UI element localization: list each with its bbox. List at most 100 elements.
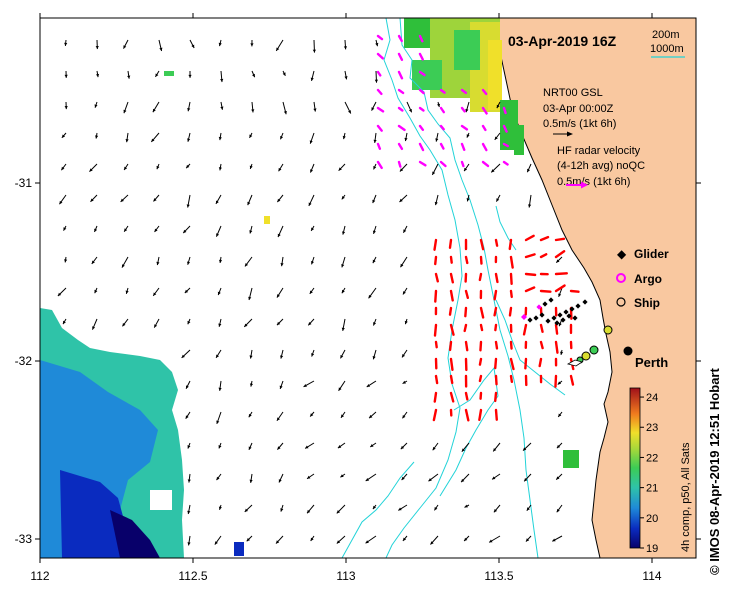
radar-vector <box>496 410 497 420</box>
glider-legend-label: Glider <box>634 247 669 261</box>
radar-vector <box>378 108 383 111</box>
glider-position <box>572 315 577 320</box>
radar-vector <box>511 291 512 297</box>
model-vector-head <box>96 46 99 49</box>
radar-vector <box>504 162 508 164</box>
radar-vector <box>451 274 453 282</box>
radar-vector <box>420 108 423 111</box>
radar-vector <box>495 359 496 368</box>
radar-vector <box>495 308 496 315</box>
radar-vector <box>556 325 557 334</box>
glider-position <box>557 312 562 317</box>
radar-vector <box>556 273 567 274</box>
radar-vector <box>450 308 451 315</box>
radar-vector <box>435 257 436 264</box>
radar-vector <box>399 108 402 111</box>
radar-vector <box>462 126 467 129</box>
radar-vector <box>399 144 402 149</box>
radar-vector <box>450 342 451 350</box>
radar-vector <box>420 162 425 165</box>
radar-vector <box>435 393 436 402</box>
radar-vector <box>556 286 565 291</box>
model-vector-head <box>218 324 221 327</box>
colorbar-tick-label: 23 <box>646 422 658 434</box>
radar-vector <box>378 162 382 168</box>
x-tick-label: 114 <box>642 569 661 583</box>
radar-vector <box>462 108 465 111</box>
model-vector-head <box>344 46 347 49</box>
radar-vector <box>541 342 543 348</box>
colorbar <box>630 388 640 548</box>
colorbar-tick-label: 20 <box>646 513 658 525</box>
radar-vector <box>555 376 556 387</box>
radar-vector <box>451 393 453 401</box>
radar-vector <box>436 342 437 347</box>
radar-vector <box>480 342 481 350</box>
radar-vector <box>480 359 481 365</box>
radar-vector <box>378 36 382 39</box>
radar-vector <box>525 359 526 368</box>
radar-vector <box>511 257 513 268</box>
y-tick-label: -32 <box>15 354 33 368</box>
radar-vector <box>496 376 497 384</box>
depth-legend-200m: 200m <box>652 29 680 41</box>
radar-vector <box>465 308 466 316</box>
radar-vector <box>496 240 497 246</box>
radar-vector <box>399 54 402 60</box>
radar-vector <box>541 237 548 240</box>
radar-vector <box>451 376 452 383</box>
radar-vector <box>451 291 453 300</box>
radar-vector <box>399 162 400 167</box>
radar-vector <box>466 393 467 399</box>
model-vector-head <box>220 79 223 82</box>
model-vector-head <box>251 109 254 112</box>
radar-vector <box>495 291 496 299</box>
radar-vector <box>378 72 380 75</box>
radar-vector <box>495 393 496 401</box>
glider-legend-icon: ◆ <box>617 247 627 261</box>
radar-vector <box>378 90 381 94</box>
radar-vector <box>556 239 564 240</box>
model-vector-head <box>65 106 68 109</box>
radar-vector <box>378 144 380 149</box>
radar-vector <box>526 274 535 275</box>
radar-vector <box>399 126 404 130</box>
glider-track <box>521 297 588 325</box>
radar-vector <box>540 359 541 366</box>
radar-vector <box>511 274 512 284</box>
model-vector-head <box>313 50 316 53</box>
radar-vector <box>571 376 573 385</box>
radar-vector <box>556 251 564 257</box>
model-vector-head <box>375 80 378 83</box>
radar-vector <box>441 108 444 112</box>
y-tick-label: -31 <box>15 176 33 190</box>
x-tick-label: 113.5 <box>484 569 513 583</box>
model-vector-head <box>64 43 67 46</box>
radar-vector <box>466 342 467 350</box>
radar-vector <box>435 240 436 250</box>
model-vector-head <box>65 75 68 78</box>
radar-vector <box>495 325 496 330</box>
radar-vector <box>511 376 512 382</box>
x-tick-label: 113 <box>336 569 355 583</box>
glider-position <box>533 315 538 320</box>
radar-scale-label: 0.5m/s (1kt 6h) <box>557 176 630 188</box>
radar-vector <box>451 359 452 370</box>
radar-vector <box>510 240 511 249</box>
radar-vector <box>481 325 482 330</box>
y-tick-label: -33 <box>15 532 33 546</box>
model-scale-label: 0.5m/s (1kt 6h) <box>543 118 616 130</box>
radar-vector <box>483 126 485 130</box>
model-vector-head <box>159 48 162 51</box>
glider-position <box>575 303 580 308</box>
radar-vector <box>496 274 497 282</box>
depth-legend-1000m: 1000m <box>650 43 684 55</box>
colorbar-tick-label: 22 <box>646 452 658 464</box>
radar-vector <box>496 342 497 348</box>
radar-vector <box>420 54 423 59</box>
ship-marker <box>590 346 598 354</box>
radar-vector <box>541 291 550 292</box>
radar-vector <box>556 342 557 353</box>
model-vector-head <box>250 43 253 46</box>
